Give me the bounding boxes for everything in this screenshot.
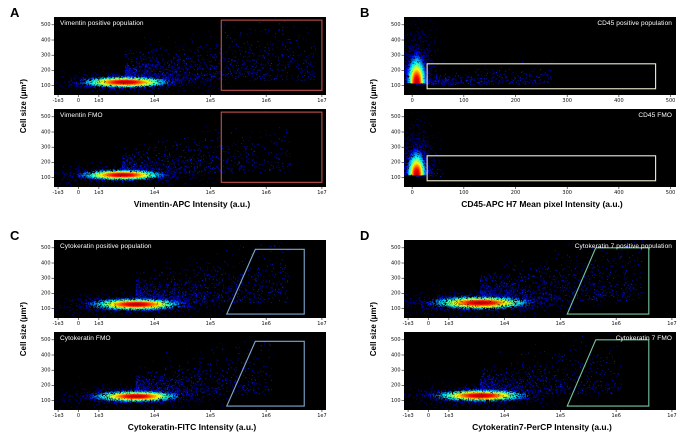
panel-a-yaxis: Cell size (μm²)	[16, 14, 30, 198]
panel-c: C Cell size (μm²) Cytokeratin positive p…	[0, 223, 350, 447]
cd45-positive-plot-canvas	[380, 14, 682, 106]
cytokeratin7-positive-plot: Cytokeratin 7 positive population	[380, 237, 682, 329]
vimentin-fmo-plot-canvas	[30, 106, 332, 198]
cytokeratin7-positive-plot-canvas	[380, 237, 682, 329]
cytokeratin-positive-plot-canvas	[30, 237, 332, 329]
cytokeratin7-fmo-plot: Cytokeratin 7 FMO	[380, 329, 682, 421]
panel-a: A Cell size (μm²) Vimentin positive popu…	[0, 0, 350, 223]
panel-a-letter: A	[10, 5, 20, 20]
panel-b-yaxis: Cell size (μm²)	[366, 14, 380, 198]
panel-d-xlabel: Cytokeratin7-PerCP Intensity (a.u.)	[472, 422, 612, 432]
panel-d-yaxis: Cell size (μm²)	[366, 237, 380, 421]
panel-d: D Cell size (μm²) Cytokeratin 7 positive…	[350, 223, 700, 447]
panel-c-letter: C	[10, 228, 20, 243]
panel-b-ylabel: Cell size (μm²)	[368, 78, 378, 134]
panel-c-ylabel: Cell size (μm²)	[18, 301, 28, 357]
cytokeratin7-fmo-plot-canvas	[380, 329, 682, 421]
cd45-positive-plot: CD45 positive population	[380, 14, 682, 106]
panel-b-letter: B	[360, 5, 370, 20]
cytokeratin-positive-plot: Cytokeratin positive population	[30, 237, 332, 329]
panel-d-letter: D	[360, 228, 370, 243]
cd45-fmo-plot-canvas	[380, 106, 682, 198]
cytokeratin-fmo-plot: Cytokeratin FMO	[30, 329, 332, 421]
panel-d-ylabel: Cell size (μm²)	[368, 301, 378, 357]
vimentin-fmo-plot: Vimentin FMO	[30, 106, 332, 198]
vimentin-positive-plot-canvas	[30, 14, 332, 106]
panel-a-ylabel: Cell size (μm²)	[18, 78, 28, 134]
panel-a-xlabel: Vimentin-APC Intensity (a.u.)	[133, 199, 251, 209]
panel-c-xlabel: Cytokeratin-FITC Intensity (a.u.)	[127, 422, 257, 432]
vimentin-positive-plot: Vimentin positive population	[30, 14, 332, 106]
panel-c-yaxis: Cell size (μm²)	[16, 237, 30, 421]
panel-b: B Cell size (μm²) CD45 positive populati…	[350, 0, 700, 223]
cytokeratin-fmo-plot-canvas	[30, 329, 332, 421]
panel-b-xlabel: CD45-APC H7 Mean pixel Intensity (a.u.)	[461, 199, 623, 209]
cd45-fmo-plot: CD45 FMO	[380, 106, 682, 198]
